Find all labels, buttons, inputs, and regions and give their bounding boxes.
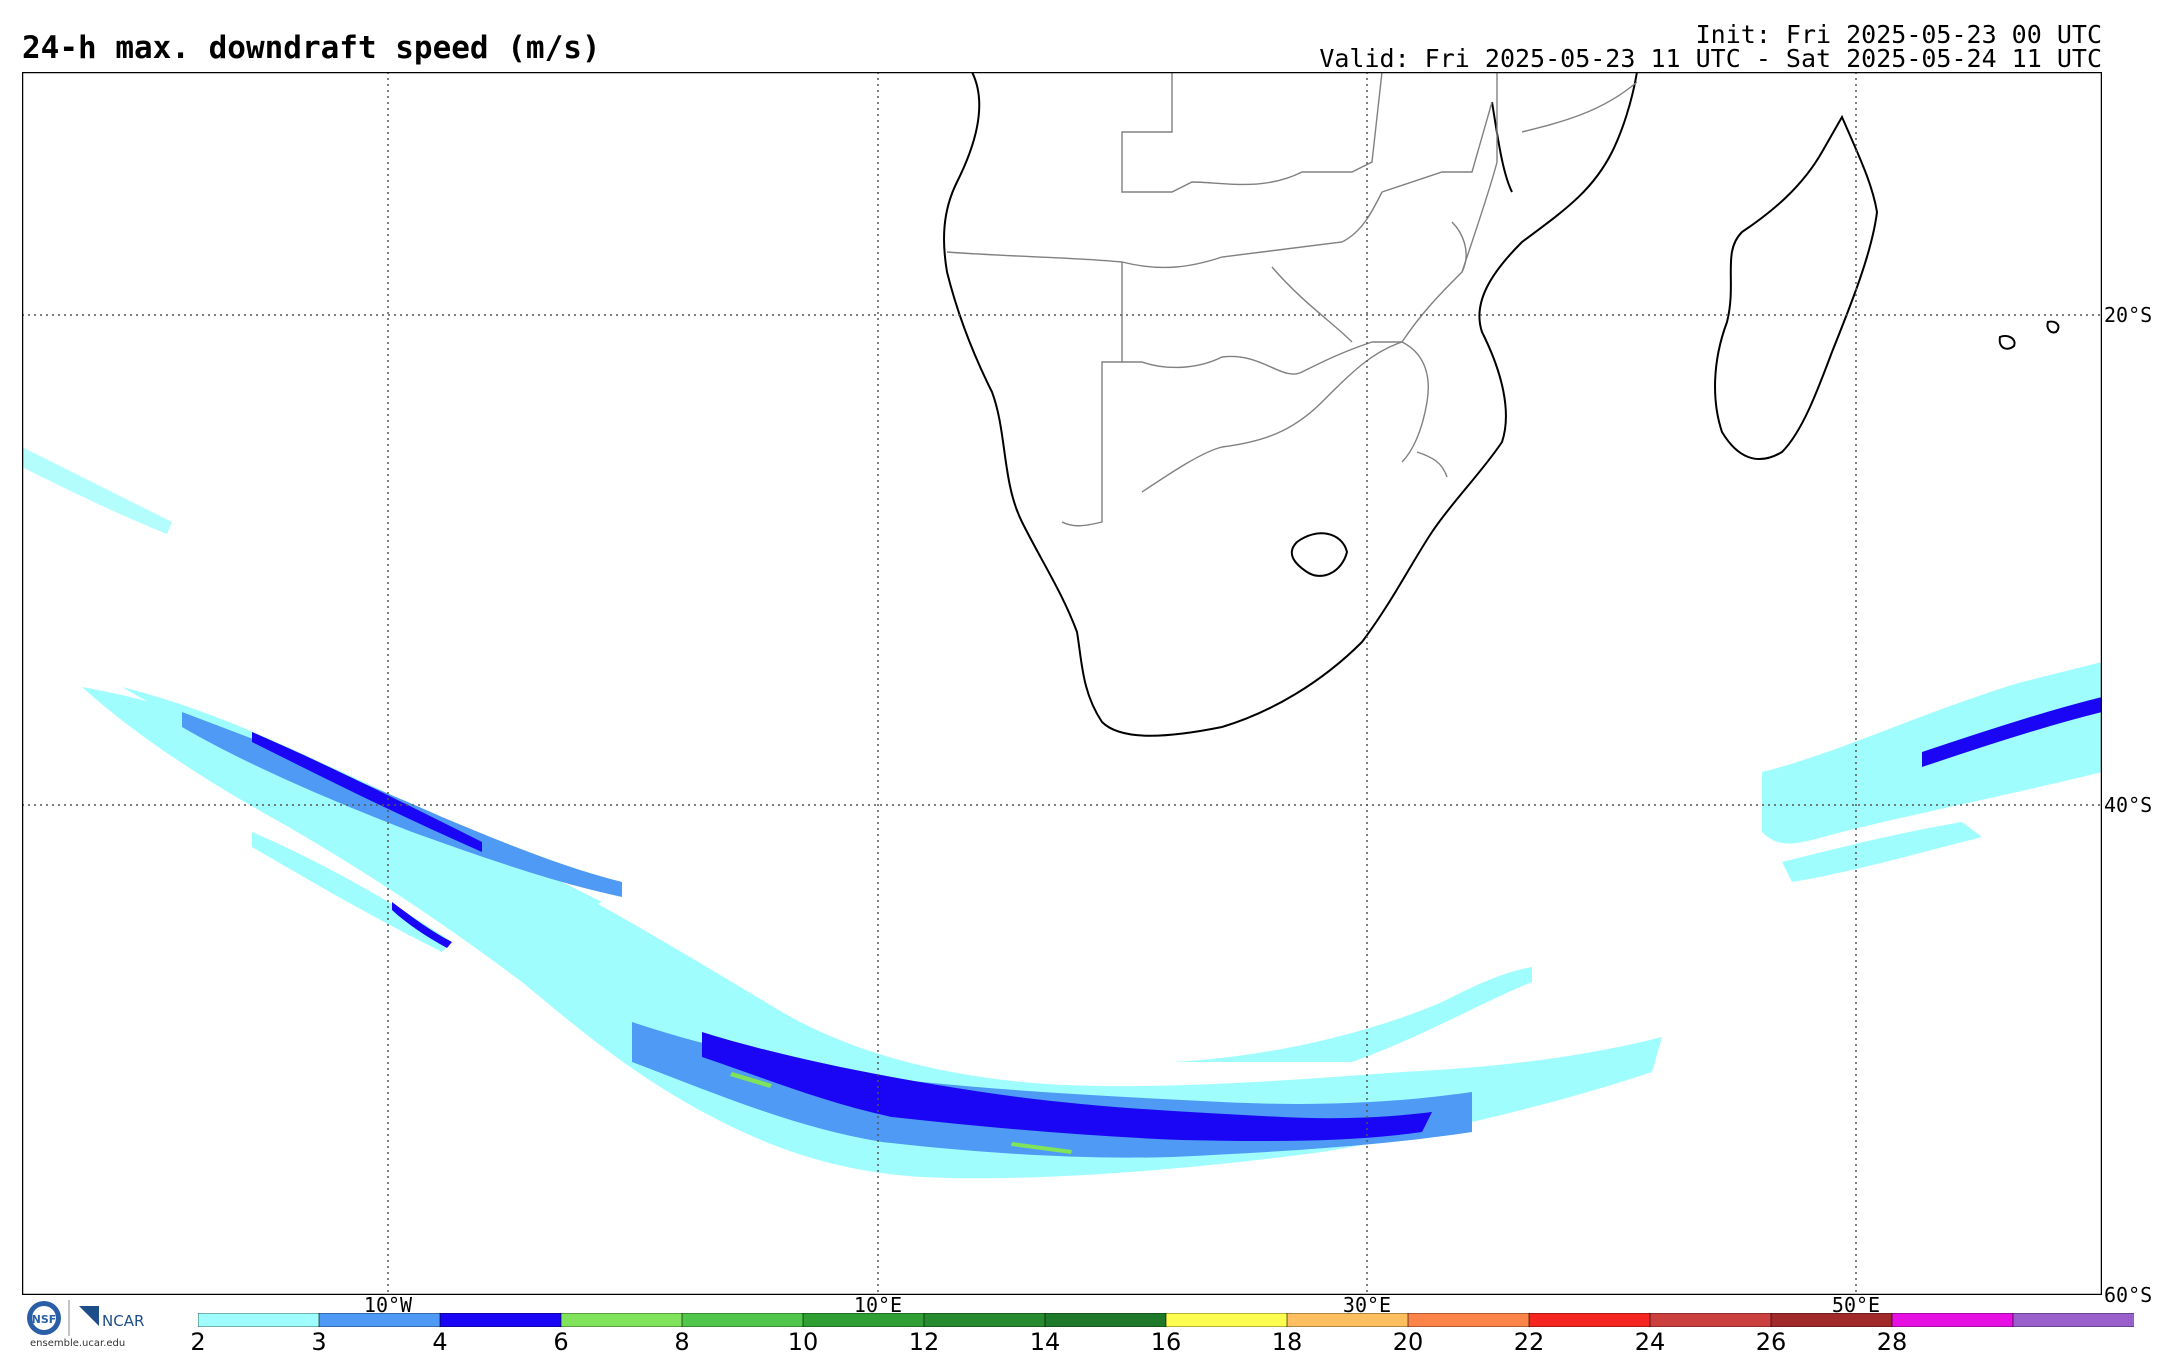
map-canvas: [22, 72, 2102, 1295]
field-band-2-3-nw: [22, 447, 172, 534]
downdraft-field: [22, 447, 2102, 1179]
ncar-logo: NCAR: [79, 1306, 144, 1330]
colorbar-swatch: [1407, 1313, 1530, 1327]
field-band-2-3-mid: [252, 832, 452, 952]
colorbar-tick-label: 18: [1271, 1328, 1303, 1356]
field-band-2-3-east2: [1782, 822, 1982, 882]
colorbar-tick-label: 26: [1755, 1328, 1787, 1356]
colorbar-tick-label: 16: [1150, 1328, 1182, 1356]
field-band-4-6-main: [702, 1032, 1432, 1142]
colorbar-swatch: [681, 1313, 804, 1327]
border-botswana: [1122, 341, 1429, 463]
valid-time-range: Valid: Fri 2025-05-23 11 UTC - Sat 2025-…: [1319, 44, 2102, 73]
colorbar-tick-label: 6: [553, 1328, 569, 1356]
colorbar-tick-label: 4: [432, 1328, 448, 1356]
colorbar-swatch: [923, 1313, 1046, 1327]
lake-malawi: [1491, 101, 1513, 193]
colorbar-tick-label: 14: [1029, 1328, 1061, 1356]
colorbar-swatch: [1165, 1313, 1288, 1327]
colorbar-swatch: [802, 1313, 925, 1327]
border-south-africa-north: [1141, 341, 1403, 493]
map-title: 24-h max. downdraft speed (m/s): [22, 30, 601, 66]
lat-label-60s: 60°S: [2104, 1283, 2153, 1307]
map-frame: [22, 72, 2102, 1295]
lat-label-20s: 20°S: [2104, 303, 2153, 327]
lat-label-40s: 40°S: [2104, 793, 2153, 817]
colorbar-swatch: [1770, 1313, 1893, 1327]
nsf-logo-text: NSF: [32, 1313, 57, 1326]
colorbar-swatch: [1044, 1313, 1167, 1327]
border-mozambique: [1461, 72, 1498, 273]
border-zambia: [1121, 72, 1383, 193]
colorbar-tick-label: 28: [1876, 1328, 1908, 1356]
colorbar-swatch: [1891, 1313, 2014, 1327]
colorbar-swatch: [1286, 1313, 1409, 1327]
colorbar-swatch: [318, 1313, 441, 1327]
colorbar-tick-label: 12: [908, 1328, 940, 1356]
border-east-b: [1521, 81, 1638, 133]
downdraft-field-4-6: [252, 697, 2102, 1142]
colorbar: [198, 1313, 2134, 1327]
field-band-2-3-arc: [1172, 967, 1532, 1062]
field-streak-6-8-a: [730, 1072, 772, 1088]
field-band-4-6-upper: [252, 732, 482, 852]
logo-url: ensemble.ucar.edu: [30, 1338, 126, 1349]
colorbar-tick-label: 20: [1392, 1328, 1424, 1356]
colorbar-tick-label: 10: [787, 1328, 819, 1356]
colorbar-tick-label: 2: [190, 1328, 206, 1356]
border-east-a: [1381, 101, 1493, 193]
border-namibia: [1061, 262, 1123, 527]
map-panel: [22, 72, 2102, 1295]
colorbar-tick-label: 3: [311, 1328, 327, 1356]
ncar-logo-text: NCAR: [102, 1312, 144, 1330]
colorbar-swatch: [2012, 1313, 2134, 1327]
reunion-coastline: [2046, 320, 2060, 334]
graticule: [22, 72, 2102, 1295]
country-borders: [946, 72, 1638, 527]
colorbar-tick-label: 22: [1513, 1328, 1545, 1356]
colorbar-swatch: [439, 1313, 562, 1327]
nsf-logo: NSF: [27, 1301, 61, 1335]
border-zimbabwe: [1271, 221, 1467, 343]
field-band-4-6-east: [1922, 697, 2102, 767]
madagascar-coastline: [1714, 114, 1879, 461]
logo-area: NSF NCAR: [24, 1298, 174, 1354]
colorbar-swatch: [1528, 1313, 1651, 1327]
coastlines: [943, 72, 2060, 737]
colorbar-tick-label: 24: [1634, 1328, 1666, 1356]
lesotho-border: [1290, 532, 1349, 577]
colorbar-swatch: [560, 1313, 683, 1327]
mauritius-coastline: [1998, 335, 2016, 350]
field-streak-6-8-b: [1011, 1142, 1072, 1154]
colorbar-tick-label: 8: [674, 1328, 690, 1356]
border-mozambique-south: [1416, 451, 1448, 478]
colorbar-swatch: [1649, 1313, 1772, 1327]
africa-coastline: [943, 72, 1638, 737]
colorbar-swatch: [198, 1313, 320, 1327]
downdraft-field-6-8: [730, 1072, 1072, 1154]
init-time: Init: Fri 2025-05-23 00 UTC: [1695, 20, 2102, 49]
field-band-4-6-streak: [392, 902, 452, 948]
